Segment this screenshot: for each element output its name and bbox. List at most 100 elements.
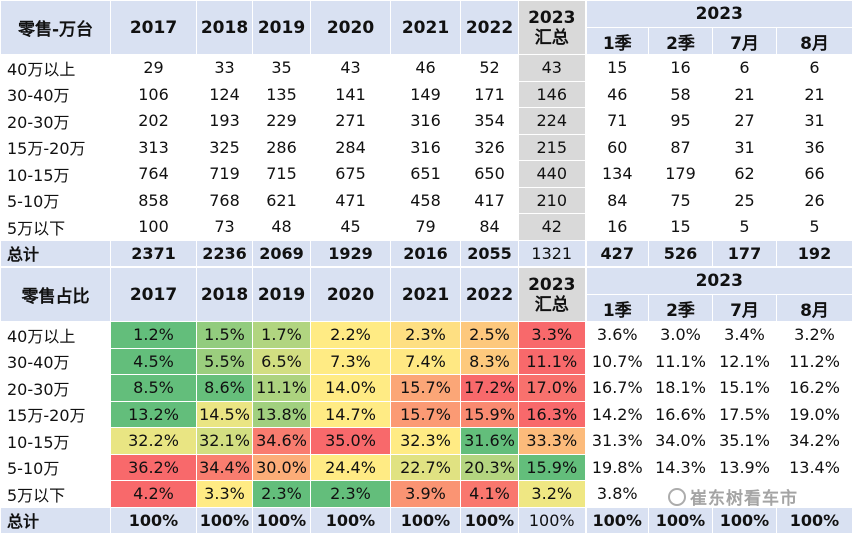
cell: 5 — [712, 213, 777, 241]
cell: 134 — [585, 160, 649, 188]
data-row: 5万以下 100 73 48 45 79 84 42 16 15 5 5 — [0, 213, 852, 241]
cell: 17.0% — [518, 374, 587, 402]
data-row: 10-15万 32.2% 32.1% 34.6% 35.0% 32.3% 31.6% 33.3… — [0, 427, 852, 455]
cell: 3.6% — [585, 321, 649, 349]
cell: 3.3% — [518, 321, 587, 349]
summary-header-line: 汇总 — [534, 294, 569, 315]
cell: 417 — [460, 186, 519, 214]
cell: 135 — [252, 80, 311, 108]
cell: 20.3% — [460, 453, 519, 481]
cell: 675 — [310, 160, 391, 188]
cell: 8.5% — [110, 374, 197, 402]
cell: 3.4% — [712, 321, 777, 349]
cell: 16 — [648, 54, 713, 82]
sub-header: 8月 — [775, 27, 852, 55]
row-label: 5万以下 — [0, 480, 111, 508]
row-label: 40万以上 — [0, 54, 111, 82]
cell: 1.5% — [196, 321, 253, 349]
cell: 271 — [310, 107, 391, 135]
cell: 215 — [518, 133, 587, 161]
data-table: 零售-万台 2017 2018 2019 2020 2021 2022 2023 汇总 2023 1… — [0, 0, 852, 267]
cell: 3.2% — [518, 480, 587, 508]
data-row: 15万-20万 13.2% 14.5% 13.8% 14.7% 15.7% 15.9% 16.… — [0, 400, 852, 428]
sub-header: 1季 — [585, 27, 649, 55]
cell: 100% — [110, 506, 197, 533]
summary-header: 2023 汇总 — [518, 267, 587, 322]
header-row: 零售占比 2017 2018 2019 2020 2021 2022 2023 汇总 2023 — [0, 267, 852, 322]
cell: 1.7% — [252, 321, 311, 349]
cell: 100% — [648, 506, 713, 533]
cell: 651 — [390, 160, 461, 188]
cell: 25 — [712, 186, 777, 214]
cell: 11.1% — [252, 374, 311, 402]
cell: 60 — [585, 133, 649, 161]
cell: 1929 — [310, 239, 391, 267]
cell: 15.7% — [390, 400, 461, 428]
row-label: 20-30万 — [0, 107, 111, 135]
cell: 11.2% — [775, 347, 852, 375]
total-row: 总计 100% 100% 100% 100% 100% 100% 100% 100% 100% 10… — [0, 506, 852, 533]
cell: 202 — [110, 107, 197, 135]
cell: 35 — [252, 54, 311, 82]
cell: 58 — [648, 80, 713, 108]
cell: 4.2% — [110, 480, 197, 508]
cell: 316 — [390, 107, 461, 135]
cell: 43 — [310, 54, 391, 82]
cell: 71 — [585, 107, 649, 135]
cell: 66 — [775, 160, 852, 188]
cell: 768 — [196, 186, 253, 214]
year-header: 2018 — [196, 0, 253, 55]
cell: 100% — [460, 506, 519, 533]
cell: 10.7% — [585, 347, 649, 375]
cell: 33 — [196, 54, 253, 82]
cell: 52 — [460, 54, 519, 82]
sub-header: 7月 — [712, 27, 777, 55]
cell: 458 — [390, 186, 461, 214]
data-row: 30-40万 106 124 135 141 149 171 146 46 58 21 21 — [0, 80, 852, 108]
cell: 29 — [110, 54, 197, 82]
data-row: 5-10万 858 768 621 471 458 417 210 84 75 25 26 — [0, 186, 852, 214]
cell: 2371 — [110, 239, 197, 267]
sub-header: 2季 — [648, 27, 713, 55]
cell: 13.4% — [775, 453, 852, 481]
cell: 32.1% — [196, 427, 253, 455]
corner-header: 零售-万台 — [0, 0, 111, 55]
watermark: 崔东树看车市 — [668, 484, 798, 509]
cell: 32.2% — [110, 427, 197, 455]
cell: 5.5% — [196, 347, 253, 375]
cell: 2.3% — [390, 321, 461, 349]
row-label: 30-40万 — [0, 80, 111, 108]
cell: 286 — [252, 133, 311, 161]
row-label: 15万-20万 — [0, 133, 111, 161]
cell: 3.2% — [775, 321, 852, 349]
cell: 14.7% — [310, 400, 391, 428]
year-header: 2018 — [196, 267, 253, 322]
cell: 284 — [310, 133, 391, 161]
cell: 313 — [110, 133, 197, 161]
subheader-row: 1季 2季 7月 8月 — [1, 27, 852, 55]
cell: 192 — [775, 239, 852, 267]
cell: 229 — [252, 107, 311, 135]
year-header: 2020 — [310, 0, 391, 55]
cell: 15.9% — [460, 400, 519, 428]
cell: 15.9% — [518, 453, 587, 481]
row-label: 10-15万 — [0, 160, 111, 188]
cell: 3.9% — [390, 480, 461, 508]
cell: 6 — [712, 54, 777, 82]
cell: 45 — [310, 213, 391, 241]
cell: 100 — [110, 213, 197, 241]
cell: 106 — [110, 80, 197, 108]
cell: 14.3% — [648, 453, 713, 481]
cell: 30.0% — [252, 453, 311, 481]
cell: 715 — [252, 160, 311, 188]
row-label: 10-15万 — [0, 427, 111, 455]
row-label: 5-10万 — [0, 186, 111, 214]
year-header: 2022 — [460, 267, 519, 322]
cell: 177 — [712, 239, 777, 267]
cell: 11.1% — [518, 347, 587, 375]
year-header: 2017 — [110, 0, 197, 55]
cell: 8.3% — [460, 347, 519, 375]
cell: 471 — [310, 186, 391, 214]
cell: 100% — [310, 506, 391, 533]
